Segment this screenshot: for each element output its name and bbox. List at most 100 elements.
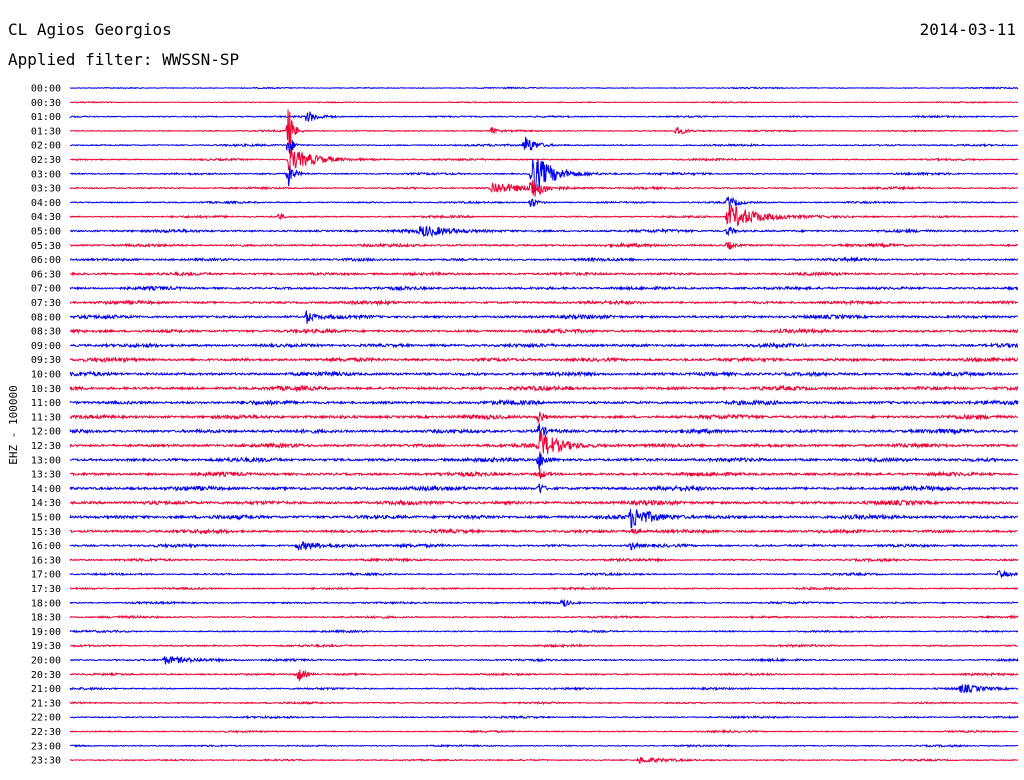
- time-label: 16:30: [31, 555, 61, 566]
- seismic-trace: [69, 569, 1019, 579]
- time-label: 00:30: [31, 98, 61, 109]
- seismic-trace: [69, 483, 1019, 495]
- time-label: 05:30: [31, 241, 61, 252]
- seismic-trace: [69, 310, 1019, 324]
- time-label: 15:30: [31, 527, 61, 538]
- time-label: 14:30: [31, 498, 61, 509]
- time-label: 00:00: [31, 84, 61, 95]
- time-label: 03:00: [31, 169, 61, 180]
- time-label: 19:00: [31, 627, 61, 638]
- time-label: 03:30: [31, 184, 61, 195]
- record-date: 2014-03-11: [919, 20, 1016, 39]
- time-label: 05:00: [31, 227, 61, 238]
- seismic-trace: [69, 327, 1019, 335]
- seismic-trace: [69, 149, 1019, 171]
- time-label: 09:30: [31, 355, 61, 366]
- station-name: CL Agios Georgios: [8, 20, 172, 39]
- time-label: 11:30: [31, 412, 61, 423]
- time-label: 04:30: [31, 212, 61, 223]
- seismic-trace: [69, 541, 1019, 552]
- seismic-trace: [69, 642, 1019, 649]
- time-label: 13:30: [31, 470, 61, 481]
- seismic-trace: [69, 86, 1019, 90]
- time-label: 12:00: [31, 427, 61, 438]
- time-label: 23:30: [31, 756, 61, 767]
- time-label: 10:30: [31, 384, 61, 395]
- time-label: 20:00: [31, 656, 61, 667]
- seismic-trace: [69, 508, 1019, 529]
- seismic-trace: [69, 423, 1019, 441]
- time-label: 20:30: [31, 670, 61, 681]
- time-label: 18:00: [31, 598, 61, 609]
- seismic-trace: [69, 284, 1019, 292]
- seismic-trace: [69, 356, 1019, 364]
- time-label: 13:00: [31, 455, 61, 466]
- seismic-trace: [69, 498, 1019, 507]
- seismic-trace: [69, 204, 1019, 227]
- time-label: 21:30: [31, 698, 61, 709]
- seismic-trace: [69, 270, 1019, 278]
- time-label: 11:00: [31, 398, 61, 409]
- time-label: 09:00: [31, 341, 61, 352]
- seismic-trace: [69, 341, 1019, 350]
- time-label: 01:30: [31, 126, 61, 137]
- seismic-trace: [69, 411, 1019, 424]
- seismic-trace: [69, 714, 1019, 720]
- seismic-trace: [69, 468, 1019, 480]
- time-label: 02:00: [31, 141, 61, 152]
- seismic-trace: [69, 628, 1019, 634]
- seismic-trace: [69, 655, 1019, 665]
- seismic-trace: [69, 585, 1019, 591]
- seismic-trace: [69, 256, 1019, 263]
- time-label: 07:00: [31, 284, 61, 295]
- seismic-trace: [69, 241, 1019, 250]
- seismic-trace: [69, 598, 1019, 607]
- seismic-trace: [69, 527, 1019, 535]
- seismic-trace: [69, 384, 1019, 393]
- seismic-trace: [69, 111, 1019, 122]
- time-label: 01:00: [31, 112, 61, 123]
- seismic-trace: [69, 430, 1019, 455]
- time-label: 02:30: [31, 155, 61, 166]
- time-label: 17:30: [31, 584, 61, 595]
- time-label: 23:00: [31, 741, 61, 752]
- time-label: 15:00: [31, 513, 61, 524]
- seismic-trace: [69, 136, 1019, 154]
- filter-label: Applied filter: WWSSN-SP: [8, 50, 240, 69]
- seismic-trace: [69, 756, 1019, 764]
- seismic-trace: [69, 159, 1019, 192]
- time-label: 06:00: [31, 255, 61, 266]
- seismic-trace: [69, 180, 1019, 197]
- seismic-trace: [69, 225, 1019, 238]
- time-label: 22:30: [31, 727, 61, 738]
- time-label: 18:30: [31, 613, 61, 624]
- seismic-trace: [69, 728, 1019, 735]
- seismic-trace: [69, 743, 1019, 749]
- seismic-trace: [69, 196, 1019, 208]
- seismic-trace: [69, 556, 1019, 564]
- time-label: 17:00: [31, 570, 61, 581]
- seismic-trace: [69, 398, 1019, 407]
- seismic-trace: [69, 109, 1019, 149]
- seismic-trace: [69, 100, 1019, 104]
- seismic-trace: [69, 700, 1019, 706]
- seismic-trace: [69, 451, 1019, 470]
- seismic-trace: [69, 370, 1019, 378]
- seismic-trace: [69, 298, 1019, 307]
- seismic-trace: [69, 669, 1019, 682]
- time-label: 12:30: [31, 441, 61, 452]
- time-label: 14:00: [31, 484, 61, 495]
- seismic-trace: [69, 614, 1019, 620]
- time-label: 21:00: [31, 684, 61, 695]
- time-label: 06:30: [31, 269, 61, 280]
- seismic-trace: [69, 683, 1019, 694]
- time-label: 22:00: [31, 713, 61, 724]
- time-label: 08:00: [31, 312, 61, 323]
- time-label: 10:00: [31, 370, 61, 381]
- time-label: 08:30: [31, 327, 61, 338]
- time-label: 04:00: [31, 198, 61, 209]
- time-label: 07:30: [31, 298, 61, 309]
- time-label: 19:30: [31, 641, 61, 652]
- time-label: 16:00: [31, 541, 61, 552]
